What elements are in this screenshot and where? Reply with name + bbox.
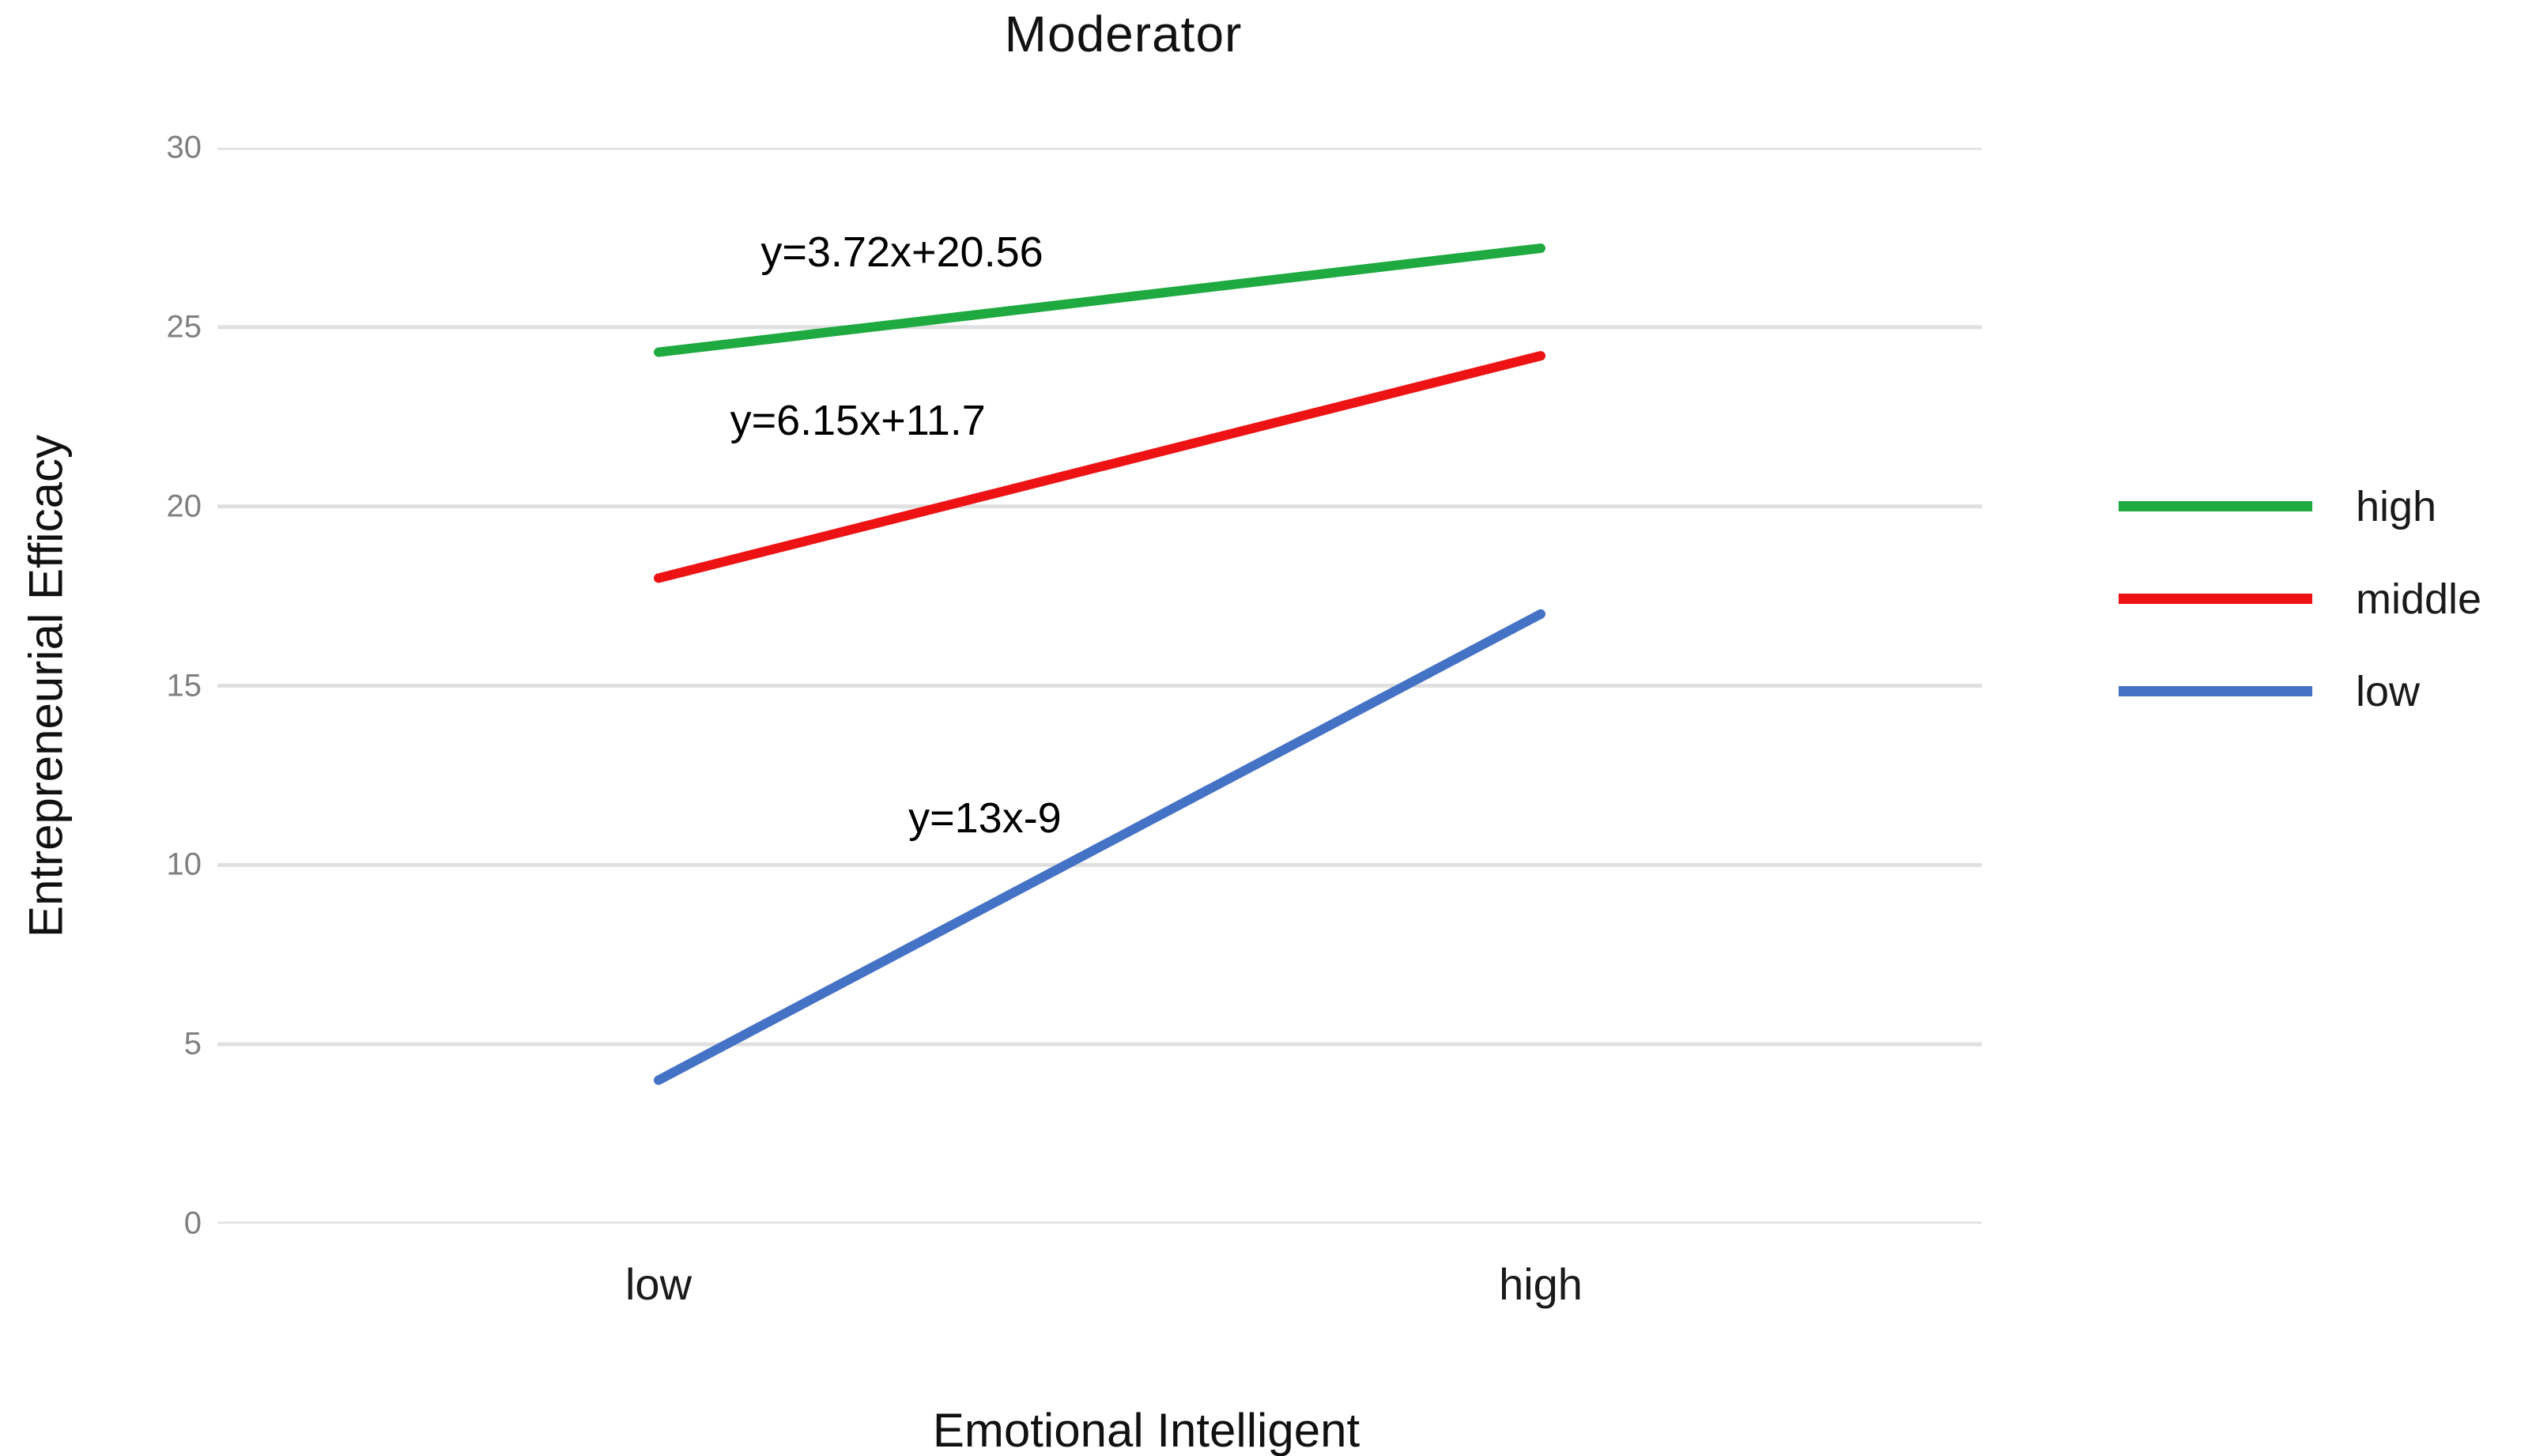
chart-title: Moderator — [1004, 6, 1243, 62]
legend: high middle low — [2119, 460, 2481, 737]
series-line-low — [654, 609, 1545, 1085]
legend-line-icon-middle — [2119, 594, 2312, 604]
equation-label-high: y=3.72x+20.56 — [760, 228, 1043, 276]
plot-area — [217, 148, 1982, 1224]
legend-label-high: high — [2356, 482, 2437, 530]
y-tick-label-10: 10 — [166, 847, 202, 882]
y-axis-title: Entrepreneurial Efficacy — [19, 435, 73, 937]
equation-label-low: y=13x-9 — [908, 794, 1062, 843]
legend-item-high: high — [2119, 460, 2481, 553]
x-axis-title: Emotional Intelligent — [932, 1404, 1360, 1456]
y-tick-label-20: 20 — [166, 488, 202, 524]
legend-line-icon-high — [2119, 501, 2312, 511]
y-tick-label-15: 15 — [166, 668, 202, 703]
series-line-middle — [654, 351, 1545, 583]
y-tick-label-0: 0 — [183, 1205, 202, 1241]
legend-item-low: low — [2119, 645, 2481, 737]
y-tick-label-30: 30 — [166, 130, 202, 165]
series-line-high — [654, 243, 1545, 357]
y-tick-label-5: 5 — [183, 1026, 202, 1062]
legend-line-icon-low — [2119, 686, 2312, 696]
legend-label-middle: middle — [2356, 575, 2482, 623]
legend-label-low: low — [2356, 667, 2421, 715]
y-tick-label-25: 25 — [166, 309, 202, 345]
x-tick-label-low: low — [625, 1259, 692, 1309]
equation-label-middle: y=6.15x+11.7 — [730, 396, 986, 444]
x-tick-label-high: high — [1499, 1259, 1583, 1309]
legend-item-middle: middle — [2119, 553, 2481, 645]
